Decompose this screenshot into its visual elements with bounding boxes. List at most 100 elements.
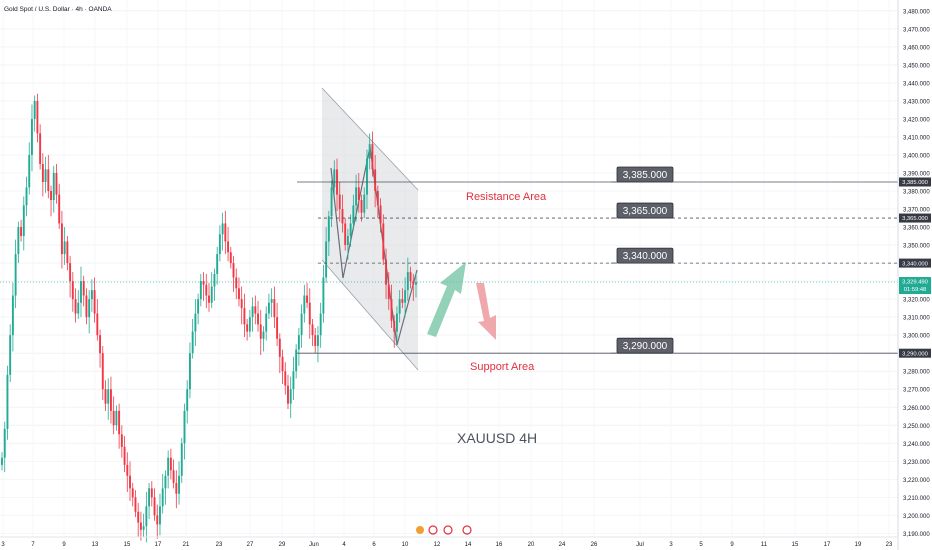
event-icon[interactable]	[462, 525, 472, 535]
price-tick-label: 3,420.000	[903, 117, 930, 123]
candle	[240, 286, 243, 325]
candle	[246, 318, 249, 341]
price-tick-label: 3,460.000	[903, 45, 930, 51]
time-tick-label: 10	[402, 542, 409, 548]
candle	[229, 246, 232, 269]
time-tick-label: 3	[669, 542, 673, 548]
time-tick-label: 7	[31, 542, 35, 548]
candle	[262, 326, 265, 352]
candle	[47, 154, 50, 199]
candle	[393, 315, 396, 348]
candle	[208, 282, 210, 312]
candle	[107, 378, 110, 420]
level-tag[interactable]: 3,290.000	[611, 337, 674, 354]
level-tag[interactable]: 3,385.000	[611, 166, 674, 183]
price-tick-label: 3,470.000	[903, 27, 930, 33]
time-tick-label: 23	[216, 542, 223, 548]
candle	[311, 318, 314, 346]
candle	[123, 436, 126, 473]
candle	[401, 288, 404, 309]
candle	[382, 214, 385, 265]
candle	[88, 290, 91, 334]
time-tick-label: 20	[528, 542, 535, 548]
resistance-area-label: Resistance Area	[466, 191, 547, 203]
price-tick-label: 3,240.000	[903, 442, 930, 448]
candle	[25, 176, 28, 217]
price-tick-label: 3,390.000	[903, 171, 930, 177]
price-tick-label: 3,310.000	[903, 316, 930, 322]
event-icon[interactable]	[443, 525, 453, 535]
candle	[278, 333, 281, 374]
candle	[287, 374, 289, 410]
time-tick-label: 24	[559, 542, 566, 548]
candle	[44, 156, 47, 193]
candle	[227, 227, 230, 262]
level-tag[interactable]: 3,340.000	[611, 247, 674, 264]
candle	[118, 403, 121, 449]
event-icon[interactable]	[428, 525, 438, 535]
time-axis[interactable]: 3 7 9 13 15 17 21 23 27 29 Jun 4 6 10 12 14 16 20 24 26 Jul 3…	[1, 542, 893, 548]
candle	[9, 324, 12, 383]
candle	[390, 284, 393, 328]
candle	[175, 470, 178, 509]
price-tick-label: 3,370.000	[903, 208, 930, 214]
bearish-arrow	[476, 283, 496, 340]
candle	[213, 268, 216, 301]
candle	[371, 131, 374, 177]
candle	[216, 246, 219, 285]
time-tick-label: 15	[124, 542, 131, 548]
price-tick-label: 3,450.000	[903, 63, 930, 69]
candle	[232, 255, 235, 292]
level-tag-text: 3,340.000	[623, 251, 668, 262]
candle	[14, 239, 17, 309]
candle	[276, 302, 279, 346]
candle	[346, 228, 349, 260]
level-tag[interactable]: 3,365.000	[611, 202, 674, 219]
price-tick-label: 3,380.000	[903, 190, 930, 196]
candles	[1, 93, 417, 543]
candle	[161, 473, 164, 514]
time-tick-label: 12	[434, 542, 441, 548]
price-tick-label: 3,190.000	[903, 532, 930, 538]
candle	[3, 421, 6, 473]
candle	[96, 299, 99, 341]
candle	[387, 272, 390, 310]
candle	[153, 488, 156, 521]
price-tick-label: 3,200.000	[903, 514, 930, 520]
candle	[344, 218, 347, 251]
chart-title-watermark: XAUUSD 4H	[457, 430, 537, 446]
candle	[129, 461, 131, 501]
event-icon[interactable]	[416, 526, 424, 534]
candle	[257, 300, 259, 332]
candle	[169, 448, 172, 480]
candle	[297, 327, 300, 366]
candle	[368, 133, 371, 170]
time-tick-label: 15	[792, 542, 799, 548]
candle	[333, 160, 336, 195]
time-tick-label: 6	[372, 542, 376, 548]
price-axis[interactable]: 3,190.000 3,200.000 3,210.000 3,220.000 3,23…	[899, 9, 931, 538]
candle	[131, 482, 134, 507]
time-tick-label: 29	[279, 542, 286, 548]
candle	[60, 210, 63, 269]
candle	[74, 288, 77, 323]
price-tick-label: 3,210.000	[903, 496, 930, 502]
candle	[115, 405, 118, 431]
time-tick-label: 5	[699, 542, 703, 548]
price-tick-label: 3,400.000	[903, 153, 930, 159]
candle	[183, 403, 186, 460]
candle	[415, 273, 417, 298]
svg-text:01:59:48: 01:59:48	[904, 287, 927, 293]
time-tick-label: 13	[92, 542, 99, 548]
candle	[363, 187, 366, 219]
price-tick-label: 3,320.000	[903, 298, 930, 304]
time-tick-label: Jul	[636, 542, 644, 548]
candle	[148, 482, 151, 519]
time-tick-label: Jun	[309, 542, 319, 548]
candle	[308, 288, 311, 339]
candle	[39, 124, 42, 170]
event-icons[interactable]	[416, 525, 472, 535]
time-tick-label: 21	[183, 542, 190, 548]
price-tick-label: 3,430.000	[903, 99, 930, 105]
